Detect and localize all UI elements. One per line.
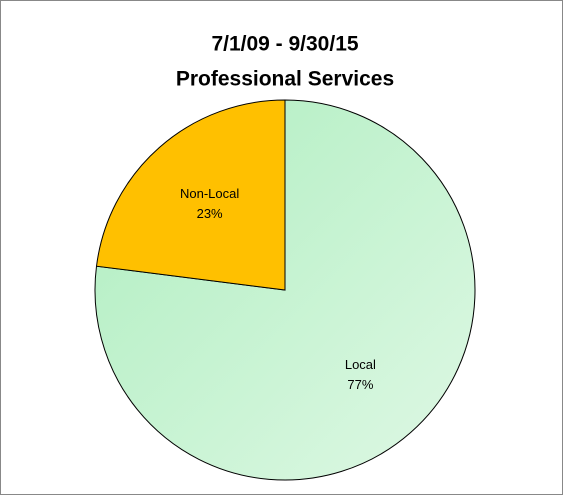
slice-label: Non-Local xyxy=(180,186,239,201)
chart-title: 7/1/09 - 9/30/15 xyxy=(211,33,358,56)
chart-title: Professional Services xyxy=(176,68,394,91)
slice-label: Local xyxy=(345,357,376,372)
pie-slice xyxy=(94,99,476,481)
slice-value-label: 23% xyxy=(197,206,223,221)
pie-slice xyxy=(95,99,286,291)
slice-value-label: 77% xyxy=(347,377,373,392)
